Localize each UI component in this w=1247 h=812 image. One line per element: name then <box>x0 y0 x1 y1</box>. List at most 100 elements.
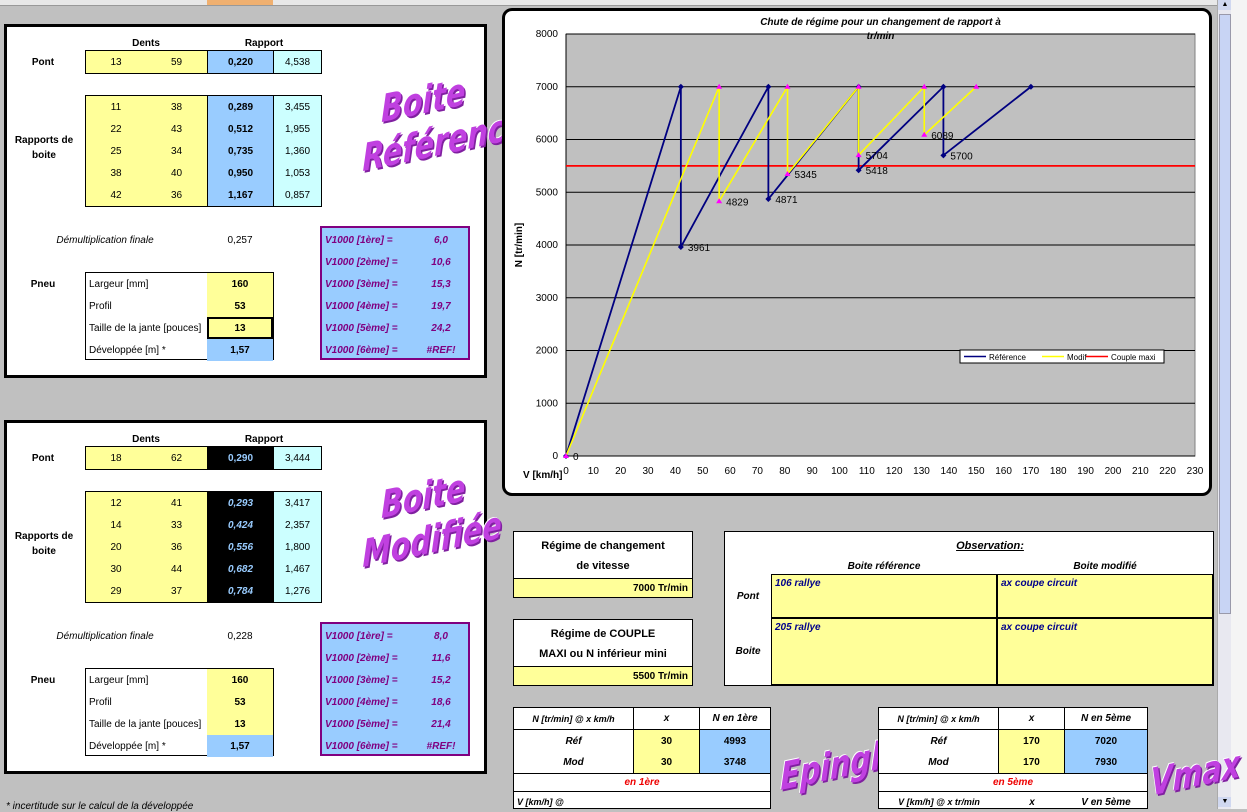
observation-pont-mod[interactable]: ax coupe circuit <box>997 574 1213 618</box>
ref-gear-5-rapport: 1,167 <box>207 184 273 206</box>
epingles-h-n: N [tr/min] @ x km/h <box>514 708 634 730</box>
ref-v1000-3-label: V1000 [3ème] = <box>325 278 398 290</box>
ref-gear-4-rapport: 0,950 <box>207 162 273 184</box>
mod-gear-3-dents-2[interactable]: 36 <box>146 536 207 558</box>
data-label-8: 5700 <box>950 151 973 162</box>
mod-gear-1-dents-1[interactable]: 12 <box>86 492 146 514</box>
mod-v1000-6-label: V1000 [6ème] = <box>325 740 398 752</box>
vmax-h-x: x <box>999 708 1065 730</box>
couple-regime-value[interactable]: 5500 Tr/min <box>514 666 692 685</box>
ref-v1000-3-value: 15,3 <box>431 278 451 290</box>
ref-pneu-2-value[interactable]: 53 <box>207 295 273 317</box>
mod-gear-3-dents-1[interactable]: 20 <box>86 536 146 558</box>
sheet-top-strip <box>0 0 1247 6</box>
ref-gear-2-dents-1[interactable]: 22 <box>86 118 146 140</box>
ref-gear-3-rapport: 0,735 <box>207 140 273 162</box>
mod-gear-3-rapport: 0,556 <box>207 536 273 558</box>
data-label-0: 0 <box>573 452 579 463</box>
observation-boite-ref[interactable]: 205 rallye <box>771 618 997 685</box>
ref-gear-1-dents-2[interactable]: 38 <box>146 96 207 118</box>
ref-v1000-4-value: 19,7 <box>431 300 451 312</box>
mod-v1000-2-label: V1000 [2ème] = <box>325 652 398 664</box>
chart-title: Chute de régime pour un changement de ra… <box>760 17 1001 28</box>
mod-dents-header: Dents <box>132 433 160 445</box>
mod-gear-2-dents-2[interactable]: 33 <box>146 514 207 536</box>
x-tick-label-22: 220 <box>1159 466 1176 477</box>
x-tick-label-5: 50 <box>697 466 709 477</box>
mod-pont-dents-2[interactable]: 62 <box>146 447 207 469</box>
ref-gear-1-dents-1[interactable]: 11 <box>86 96 146 118</box>
mod-pneu-4-label: Développée [m] * <box>89 740 166 752</box>
vmax-h-n5: N en 5ème <box>1065 708 1147 730</box>
x-tick-label-15: 150 <box>968 466 985 477</box>
mod-pont-rapport: 0,290 <box>207 447 273 469</box>
vmax-ref-x[interactable]: 170 <box>999 730 1065 752</box>
observation-title: Observation: <box>956 540 1024 552</box>
series-1-point-2 <box>716 198 723 204</box>
ref-pneu-1-label: Largeur [mm] <box>89 278 149 290</box>
mod-pneu-label: Pneu <box>30 674 56 686</box>
ref-pneu-1-value[interactable]: 160 <box>207 273 273 295</box>
vmax-bottom-h-v5: V en 5ème <box>1081 796 1131 808</box>
mod-pneu-2-value[interactable]: 53 <box>207 691 273 713</box>
ref-pont-dents-1[interactable]: 13 <box>86 51 146 73</box>
ref-gear-4-dents-2[interactable]: 40 <box>146 162 207 184</box>
epingles-ref-n: 4993 <box>700 730 770 752</box>
ref-gear-3-dents-2[interactable]: 34 <box>146 140 207 162</box>
mod-pneu-3-value[interactable]: 13 <box>207 713 273 735</box>
observation-boite-mod[interactable]: ax coupe circuit <box>997 618 1213 685</box>
series-0-point-3 <box>765 83 772 90</box>
ref-gear-3-dents-1[interactable]: 25 <box>86 140 146 162</box>
ref-gear-2-dents-2[interactable]: 43 <box>146 118 207 140</box>
epingles-mod-x[interactable]: 30 <box>634 752 700 774</box>
scrollbar-thumb[interactable] <box>1219 14 1231 614</box>
mod-gear-4-dents-2[interactable]: 44 <box>146 558 207 580</box>
ref-pneu-3-value[interactable]: 13 <box>207 317 273 339</box>
x-tick-label-16: 160 <box>995 466 1012 477</box>
scrollbar-down-arrow[interactable]: ▼ <box>1218 797 1232 807</box>
scrollbar-up-arrow[interactable]: ▲ <box>1218 0 1232 10</box>
observation-pont-ref[interactable]: 106 rallye <box>771 574 997 618</box>
ref-gear-5-inverse: 0,857 <box>273 184 321 206</box>
mod-pneu-2-label: Profil <box>89 696 112 708</box>
epingles-ref-x[interactable]: 30 <box>634 730 700 752</box>
ref-pneu-2-label: Profil <box>89 300 112 312</box>
mod-gear-2-dents-1[interactable]: 14 <box>86 514 146 536</box>
series-1-point-1 <box>716 83 723 89</box>
ref-v1000-1-label: V1000 [1ère] = <box>325 234 393 246</box>
mod-pont-dents-1[interactable]: 18 <box>86 447 146 469</box>
ref-gear-5-dents-2[interactable]: 36 <box>146 184 207 206</box>
mod-pneu-1-value[interactable]: 160 <box>207 669 273 691</box>
couple-regime-box: Régime de COUPLE MAXI ou N inférieur min… <box>513 619 693 686</box>
x-tick-label-9: 90 <box>807 466 819 477</box>
epingles-bottom-h: V [km/h] @ <box>517 797 564 807</box>
legend-label-0: Référence <box>989 353 1026 362</box>
ref-gear-5-dents-1[interactable]: 42 <box>86 184 146 206</box>
observation-pont-mod-text: ax coupe circuit <box>1001 578 1078 589</box>
mod-gear-5-dents-2[interactable]: 37 <box>146 580 207 602</box>
mod-gear-4-dents-1[interactable]: 30 <box>86 558 146 580</box>
data-label-3: 4871 <box>775 195 798 206</box>
ref-pont-dents-2[interactable]: 59 <box>146 51 207 73</box>
ref-rapport-header: Rapport <box>244 37 284 49</box>
ref-pont-row <box>85 50 322 74</box>
ref-gear-4-dents-1[interactable]: 38 <box>86 162 146 184</box>
vmax-mod-x[interactable]: 170 <box>999 752 1065 774</box>
mod-pneu-3-label: Taille de la jante [pouces] <box>89 718 202 730</box>
vmax-bottom-h-v: V [km/h] @ x tr/min <box>898 797 980 807</box>
mod-gear-5-dents-1[interactable]: 29 <box>86 580 146 602</box>
epingles-table: N [tr/min] @ x km/h x N en 1ère Réf 30 4… <box>513 707 771 809</box>
change-regime-label-1: Régime de changement <box>541 540 665 552</box>
mod-gear-1-inverse: 3,417 <box>273 492 321 514</box>
mod-gear-4-rapport: 0,682 <box>207 558 273 580</box>
mod-gear-1-dents-2[interactable]: 41 <box>146 492 207 514</box>
couple-regime-label-2: MAXI ou N inférieur mini <box>539 648 667 660</box>
epingles-ref-label: Réf <box>514 730 634 752</box>
data-label-6: 5704 <box>866 151 889 162</box>
vertical-scrollbar[interactable]: ▲ ▼ <box>1217 0 1232 809</box>
series-1-point-9 <box>973 83 980 89</box>
y-tick-label-5: 5000 <box>536 187 559 198</box>
vmax-table: N [tr/min] @ x km/h x N en 5ème Réf 170 … <box>878 707 1148 809</box>
ref-gear-1-rapport: 0,289 <box>207 96 273 118</box>
change-regime-value[interactable]: 7000 Tr/min <box>514 578 692 597</box>
